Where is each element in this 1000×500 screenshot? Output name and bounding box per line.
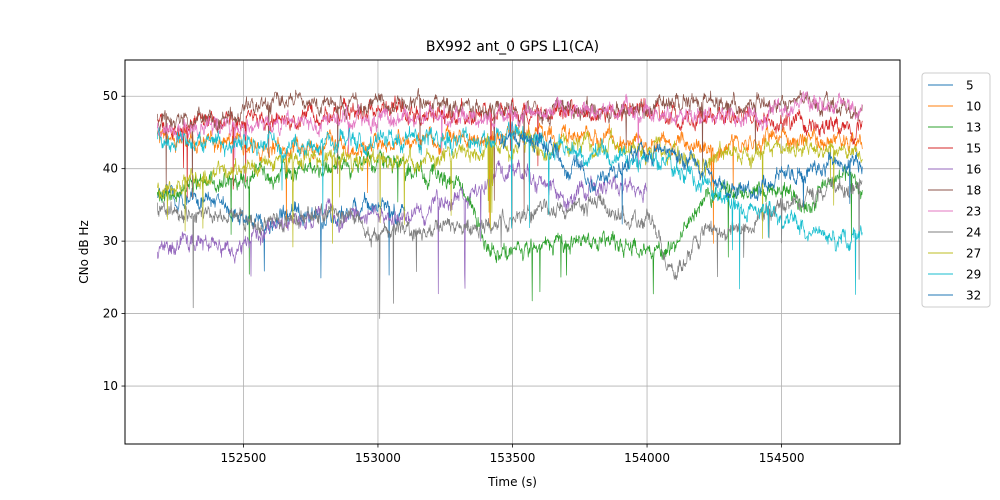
- x-tick-label: 153500: [490, 451, 536, 465]
- series-line-5: [157, 183, 406, 279]
- y-tick-label: 40: [103, 162, 118, 176]
- legend-label-16: 16: [966, 163, 981, 177]
- legend-label-5: 5: [966, 79, 974, 93]
- x-tick-label: 152500: [220, 451, 266, 465]
- x-tick-label: 153000: [355, 451, 401, 465]
- y-axis-ticks: 10 20 30 40 50: [103, 89, 125, 393]
- y-tick-label: 50: [103, 89, 118, 103]
- series-line-32: [498, 121, 863, 225]
- series-line-23: [156, 91, 863, 168]
- legend: 5 10 13 15 16 18 23 24 27 29 32: [921, 72, 991, 308]
- y-axis-label: CNo dB Hz: [77, 220, 91, 284]
- y-tick-label: 10: [103, 379, 118, 393]
- y-tick-label: 20: [103, 307, 118, 321]
- legend-label-27: 27: [966, 247, 981, 261]
- series-line-27: [156, 127, 863, 248]
- legend-label-13: 13: [966, 121, 981, 135]
- series-line-24: [156, 176, 863, 319]
- legend-label-10: 10: [966, 100, 981, 114]
- series-line-13: [156, 149, 863, 302]
- y-tick-label: 30: [103, 234, 118, 248]
- plot-area-series: [156, 87, 863, 319]
- legend-label-15: 15: [966, 142, 981, 156]
- legend-box: [921, 72, 991, 308]
- x-axis-label: Time (s): [487, 475, 537, 489]
- legend-label-24: 24: [966, 226, 981, 240]
- legend-label-29: 29: [966, 268, 981, 282]
- legend-label-23: 23: [966, 205, 981, 219]
- legend-label-32: 32: [966, 289, 981, 303]
- series-line-16: [156, 159, 648, 295]
- x-axis-ticks: 152500 153000 153500 154000 154500: [220, 444, 805, 465]
- chart-title: BX992 ant_0 GPS L1(CA): [426, 39, 599, 55]
- x-tick-label: 154500: [759, 451, 805, 465]
- legend-label-18: 18: [966, 184, 981, 198]
- x-tick-label: 154000: [624, 451, 670, 465]
